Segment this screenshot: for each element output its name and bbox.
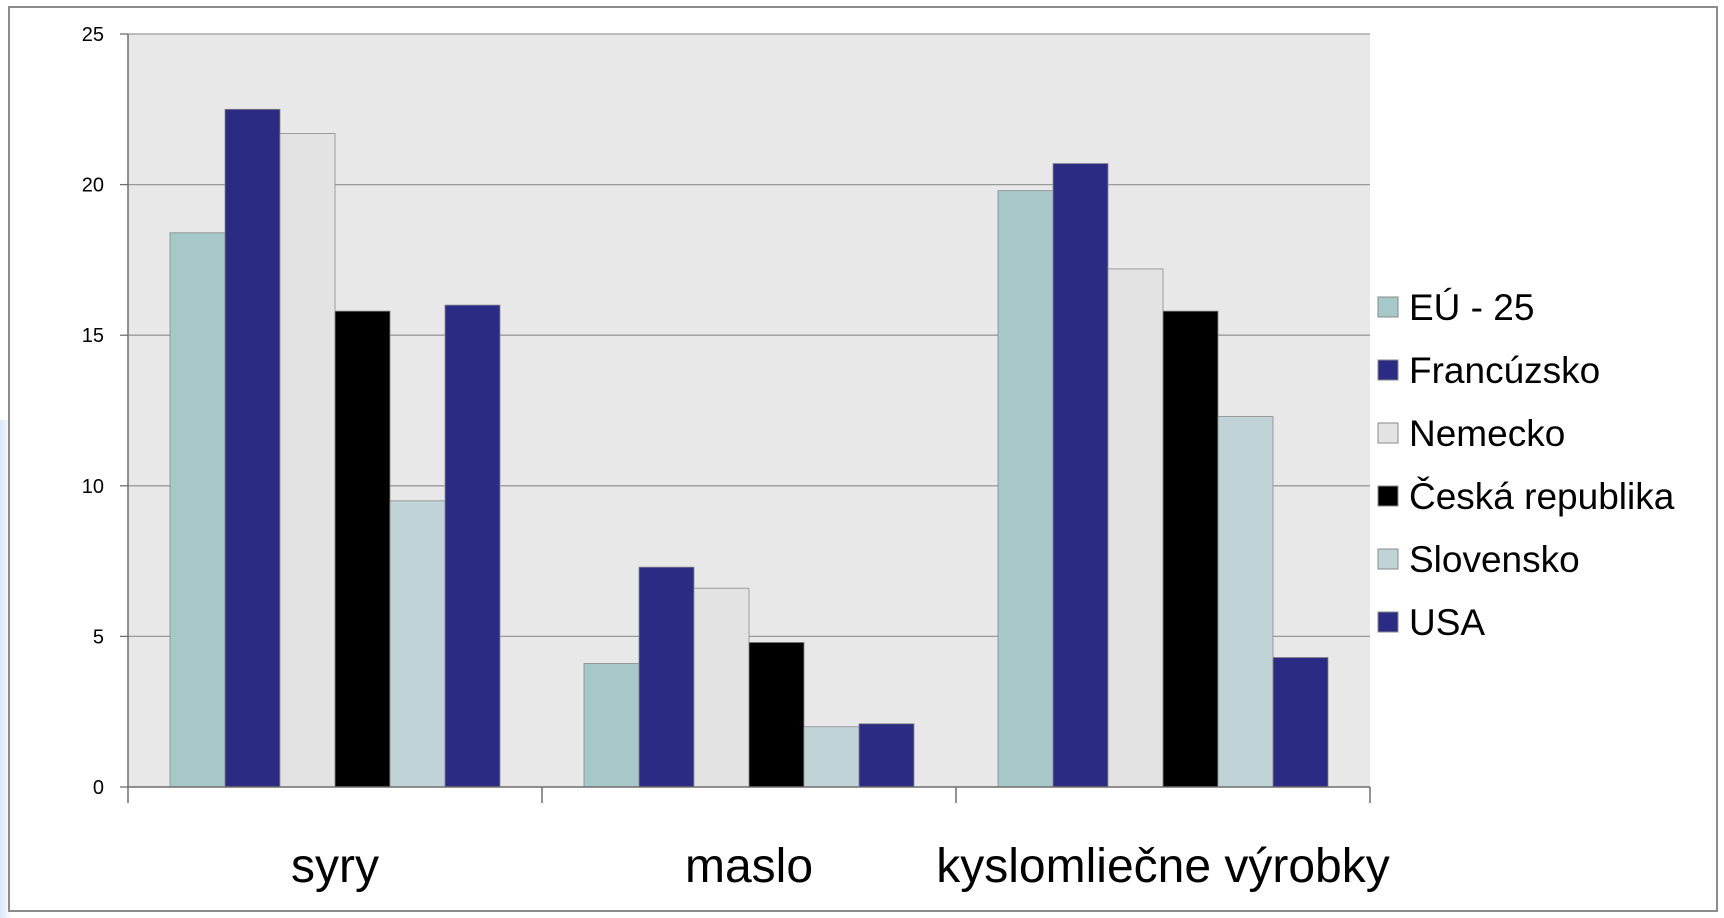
- bar-nemecko-0: [279, 132, 336, 788]
- legend-label: Francúzsko: [1409, 350, 1600, 391]
- legend-label: USA: [1409, 602, 1485, 643]
- legend: EÚ - 25 Francúzsko Nemecko Česká republika S…: [1377, 287, 1675, 643]
- legend-swatch: [1377, 296, 1399, 318]
- x-category-label: maslo: [685, 840, 813, 893]
- bars: [169, 108, 1329, 788]
- legend-swatch: [1377, 359, 1399, 381]
- bar--esk-republika-0: [334, 310, 391, 788]
- bar--esk-republika-2: [1162, 310, 1219, 788]
- bar-e-25-0: [169, 232, 226, 788]
- legend-swatch: [1377, 611, 1399, 633]
- y-tick-label: 10: [82, 476, 104, 498]
- x-axis-labels: syry maslo kyslomliečne výrobky: [291, 840, 1390, 893]
- bar-e-25-2: [997, 190, 1054, 788]
- legend-label: Nemecko: [1409, 413, 1565, 454]
- y-tick-label: 25: [82, 24, 104, 46]
- bar-usa-2: [1272, 657, 1329, 788]
- legend-swatch: [1377, 422, 1399, 444]
- y-tick-label: 20: [82, 175, 104, 197]
- bar-usa-0: [444, 304, 501, 788]
- x-category-label: kyslomliečne výrobky: [936, 840, 1389, 893]
- bar-slovensko-0: [389, 500, 446, 788]
- bar-slovensko-2: [1217, 416, 1274, 788]
- bar-usa-1: [858, 723, 915, 788]
- legend-label: EÚ - 25: [1409, 287, 1534, 328]
- bar-franc-zsko-2: [1052, 163, 1109, 788]
- y-axis-ticks: 0 5 10 15 20 25: [82, 24, 128, 799]
- bar-nemecko-2: [1107, 268, 1164, 788]
- legend-swatch: [1377, 485, 1399, 507]
- bar-e-25-1: [583, 663, 640, 788]
- bar-franc-zsko-1: [638, 566, 695, 788]
- y-tick-label: 0: [93, 777, 104, 799]
- legend-swatch: [1377, 548, 1399, 570]
- y-tick-label: 15: [82, 325, 104, 347]
- bar-nemecko-1: [693, 587, 750, 788]
- legend-label: Česká republika: [1409, 476, 1675, 517]
- legend-label: Slovensko: [1409, 539, 1580, 580]
- bar-slovensko-1: [803, 726, 860, 788]
- axes: [127, 34, 1371, 803]
- y-tick-label: 5: [93, 626, 104, 648]
- bar--esk-republika-1: [748, 642, 805, 788]
- x-category-label: syry: [291, 840, 379, 893]
- bar-franc-zsko-0: [224, 108, 281, 788]
